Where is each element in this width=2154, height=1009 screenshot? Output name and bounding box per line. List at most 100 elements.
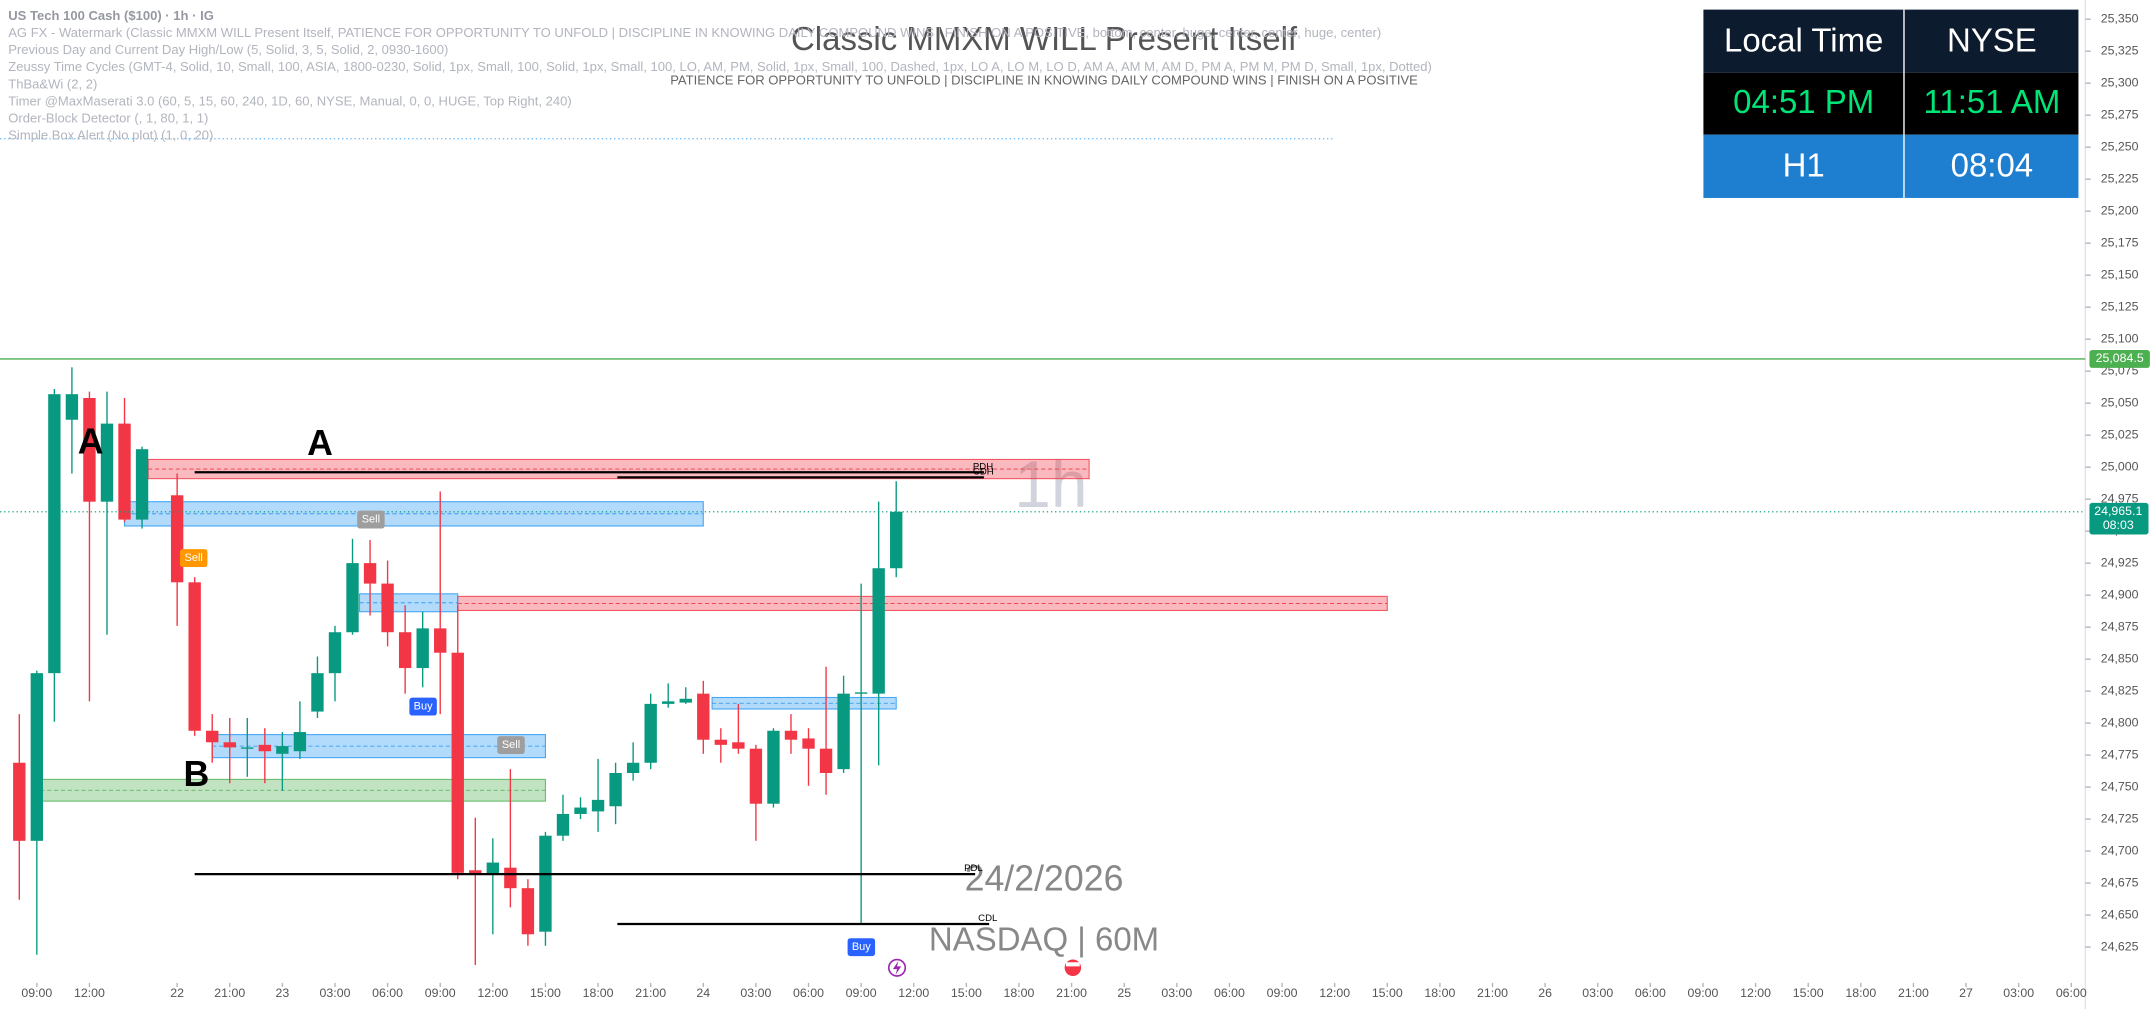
candle-body [872,568,885,694]
x-tick-label: 12:00 [898,986,929,1000]
candle-body [188,582,201,731]
x-tick-label: 03:00 [2003,986,2034,1000]
candle-body [626,762,640,773]
candle-body [100,423,114,502]
candle-body [469,870,482,875]
watermark-subtitle: PATIENCE FOR OPPORTUNITY TO UNFOLD | DIS… [670,73,1418,88]
x-tick-label: 09:00 [846,986,877,1000]
candle-body [206,730,219,743]
x-tick-label: 03:00 [320,986,351,1000]
candle-body [644,703,657,763]
x-tick-label: 06:00 [372,986,403,1000]
candle-body [223,742,236,748]
candle-body [749,748,763,804]
x-tick-label: 21:00 [214,986,245,1000]
event-icon[interactable] [887,958,907,977]
indicator-legend-entry: Previous Day and Current Day High/Low (5… [8,42,448,57]
candle-body [591,799,605,812]
watermark-title: Classic MMXM WILL Present Itself [791,20,1298,57]
y-tick-label: 24,825 [2101,683,2139,697]
y-tick-label: 25,350 [2101,11,2139,25]
candle-body [416,628,429,669]
y-tick-label: 24,700 [2101,843,2139,857]
swing-label: B [184,754,210,794]
candle-body [486,862,500,875]
x-tick-label: 15:00 [1372,986,1403,1000]
candle-body [504,867,517,889]
x-tick-label: 22 [170,986,184,1000]
indicator-legend-entry: Order-Block Detector (, 1, 80, 1, 1) [8,110,208,125]
y-tick-label: 25,125 [2101,299,2139,313]
clock-time: 04:51 PM [1733,83,1874,120]
x-tick-label: 18:00 [1004,986,1035,1000]
y-tick-label: 25,300 [2101,75,2139,89]
day-level-label: CDH [973,466,994,477]
clock-header: NYSE [1947,21,2037,58]
y-tick-label: 25,025 [2101,427,2139,441]
y-tick-label: 25,100 [2101,331,2139,345]
candle-body [241,747,254,749]
y-tick-label: 25,000 [2101,459,2139,473]
y-tick-label: 24,850 [2101,651,2139,665]
signal-tag [409,697,437,716]
indicator-legend-entry: Simple Box Alert (No plot) (1, 0, 20) [8,127,213,142]
clock-header-row [1703,9,2079,73]
signal-label: Buy [414,700,433,712]
indicator-legend-entry: AG FX - Watermark (Classic MMXM WILL Pre… [8,25,1381,40]
candle-body [170,495,184,583]
signal-label: Sell [502,739,520,751]
y-tick-label: 25,250 [2101,139,2139,153]
candle-body [802,738,815,749]
x-tick-label: 25 [1117,986,1131,1000]
clock-time: 11:51 AM [1923,83,2060,120]
event-flag-icon[interactable] [1064,959,1082,977]
candle-body [328,632,342,674]
candles [13,367,903,965]
x-tick-label: 12:00 [477,986,508,1000]
signal-label: Sell [185,552,203,564]
signal-label: Sell [362,514,380,526]
day-level-label: CDL [978,913,998,924]
candle-body [854,692,868,694]
candle-body [521,888,535,935]
day-level-label: PDH [973,461,993,472]
alert-price-label: 25,084.5 [2096,351,2144,365]
x-tick-label: 09:00 [1267,986,1298,1000]
y-tick-label: 24,975 [2101,491,2139,505]
candle-body [346,563,359,633]
x-tick-label: 03:00 [740,986,771,1000]
x-tick-label: 21:00 [1898,986,1929,1000]
candle-body [311,673,324,712]
clock-table: Local Time NYSE 04:51 PM 11:51 AM H1 08:… [1703,9,2079,198]
candle-body [293,732,307,752]
candle-body [662,701,675,704]
clock-footer: 08:04 [1951,146,2033,183]
y-tick-label: 24,800 [2101,715,2139,729]
indicator-legend-entry: Zeussy Time Cycles (GMT-4, Solid, 10, Sm… [8,59,1432,74]
swing-label: A [78,421,104,461]
x-tick-label: 06:00 [1635,986,1666,1000]
candle-body [539,835,552,932]
candle-body [83,398,96,502]
x-tick-label: 18:00 [583,986,614,1000]
y-tick-label: 24,925 [2101,555,2139,569]
candle-body [258,744,272,752]
candle-body [556,813,570,836]
clock-footer: H1 [1783,146,1825,183]
x-tick-label: 24 [696,986,710,1000]
x-tick-label: 12:00 [1319,986,1350,1000]
candle-body [434,628,447,653]
signal-tag [497,736,525,755]
x-tick-label: 12:00 [74,986,105,1000]
clock-footer-row [1703,134,2079,198]
y-tick-label: 24,750 [2101,779,2139,793]
bar-countdown: 08:03 [2103,518,2134,532]
x-tick-label: 18:00 [1845,986,1876,1000]
y-tick-label: 24,775 [2101,747,2139,761]
y-tick-label: 25,225 [2101,171,2139,185]
candle-body [363,563,377,584]
candle-body [767,730,780,804]
event-flag-stripe [1066,962,1080,967]
y-tick-label: 24,900 [2101,587,2139,601]
